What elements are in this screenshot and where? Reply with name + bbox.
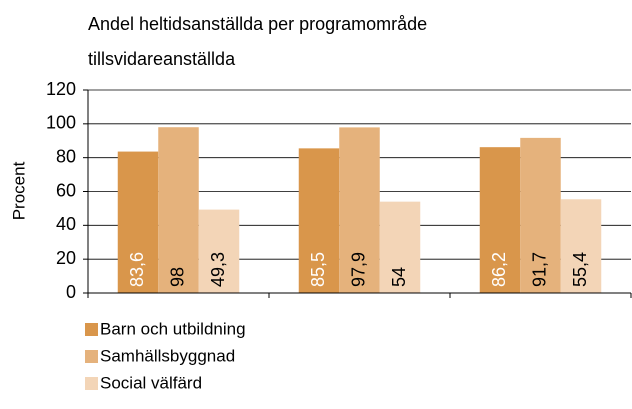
value-label: 97,9 bbox=[348, 252, 368, 287]
value-label: 83,6 bbox=[127, 252, 147, 287]
y-tick-label: 20 bbox=[56, 248, 76, 268]
legend-swatch bbox=[85, 377, 98, 390]
y-tick-label: 0 bbox=[66, 282, 76, 302]
chart-title: Andel heltidsanställda per programområde bbox=[88, 14, 427, 34]
legend-swatch bbox=[85, 323, 98, 336]
y-tick-label: 100 bbox=[46, 113, 76, 133]
legend-label: Samhällsbyggnad bbox=[100, 346, 235, 365]
value-label: 85,5 bbox=[308, 252, 328, 287]
value-label: 49,3 bbox=[208, 252, 228, 287]
value-label: 91,7 bbox=[529, 252, 549, 287]
y-tick-label: 120 bbox=[46, 79, 76, 99]
bar bbox=[158, 127, 199, 293]
legend-swatch bbox=[85, 350, 98, 363]
value-label: 55,4 bbox=[570, 252, 590, 287]
bar bbox=[339, 127, 380, 293]
bar bbox=[479, 147, 521, 293]
y-axis-label: Procent bbox=[9, 161, 28, 220]
legend-label: Social välfärd bbox=[100, 373, 202, 392]
bar bbox=[560, 199, 602, 293]
y-tick-label: 80 bbox=[56, 146, 76, 166]
bar bbox=[298, 148, 340, 293]
bar bbox=[520, 137, 561, 293]
legend-label: Barn och utbildning bbox=[100, 319, 246, 338]
value-label: 54 bbox=[389, 267, 409, 287]
y-tick-label: 60 bbox=[56, 180, 76, 200]
chart-subtitle: tillsvidareanställda bbox=[88, 49, 236, 69]
y-tick-label: 40 bbox=[56, 214, 76, 234]
bar bbox=[379, 201, 421, 293]
value-label: 98 bbox=[167, 267, 187, 287]
bar bbox=[117, 151, 159, 293]
bar bbox=[198, 209, 240, 293]
value-label: 86,2 bbox=[489, 252, 509, 287]
